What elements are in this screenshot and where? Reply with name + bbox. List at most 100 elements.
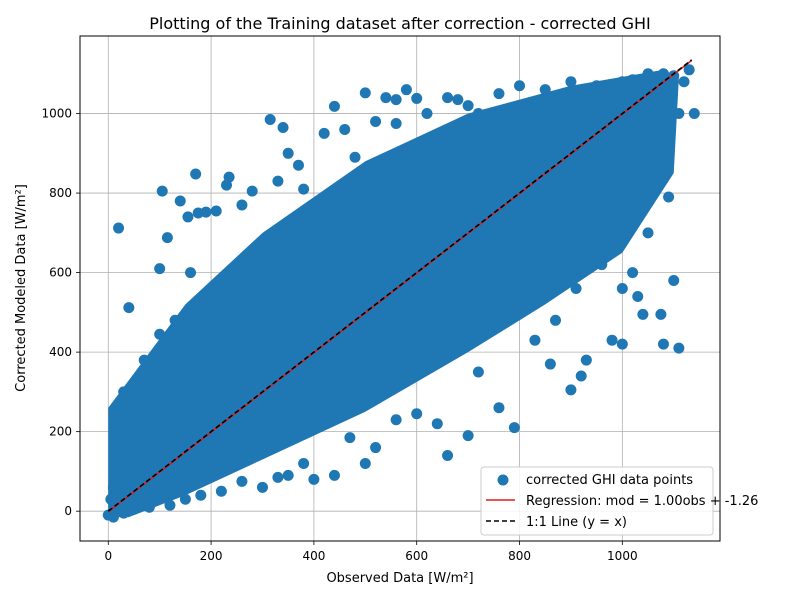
data-point bbox=[688, 108, 700, 120]
identity-line bbox=[107, 59, 693, 512]
data-point bbox=[272, 175, 284, 187]
data-point bbox=[298, 183, 310, 195]
data-point bbox=[539, 127, 551, 139]
data-point bbox=[236, 199, 248, 211]
y-tick-label: 200 bbox=[49, 425, 72, 439]
data-point bbox=[359, 457, 371, 469]
data-point bbox=[442, 450, 454, 462]
data-point bbox=[627, 267, 639, 279]
legend-marker-points bbox=[497, 474, 509, 486]
data-point bbox=[493, 402, 505, 414]
data-point bbox=[488, 267, 500, 279]
data-point bbox=[503, 275, 515, 287]
data-point bbox=[580, 354, 592, 366]
data-point bbox=[231, 346, 243, 358]
data-point bbox=[264, 114, 276, 126]
data-point bbox=[370, 203, 382, 215]
x-axis-ticks: 0 200 400 600 800 1000 bbox=[104, 541, 638, 563]
data-point bbox=[318, 127, 330, 139]
data-point bbox=[344, 432, 356, 444]
data-point bbox=[107, 511, 119, 523]
data-point bbox=[156, 185, 168, 197]
data-point bbox=[133, 450, 145, 462]
data-point bbox=[657, 68, 669, 80]
data-point bbox=[190, 168, 202, 180]
data-point bbox=[462, 100, 474, 112]
data-point bbox=[154, 263, 166, 275]
data-point bbox=[555, 247, 567, 259]
y-tick-label: 400 bbox=[49, 345, 72, 359]
data-point bbox=[328, 100, 340, 112]
data-point bbox=[472, 139, 484, 151]
x-tick-label: 800 bbox=[508, 549, 531, 563]
x-tick-label: 200 bbox=[200, 549, 223, 563]
data-point bbox=[128, 434, 140, 446]
data-point bbox=[277, 121, 289, 133]
data-point bbox=[472, 366, 484, 378]
data-point bbox=[318, 227, 330, 239]
legend: corrected GHI data points Regression: mo… bbox=[480, 466, 758, 536]
data-point bbox=[411, 92, 423, 104]
data-point bbox=[544, 358, 556, 370]
data-point bbox=[349, 374, 361, 386]
data-point bbox=[632, 290, 644, 302]
data-point bbox=[118, 507, 130, 519]
data-point bbox=[370, 442, 382, 454]
data-point bbox=[334, 267, 346, 279]
data-point bbox=[591, 187, 603, 199]
data-point bbox=[256, 481, 268, 493]
data-point bbox=[539, 84, 551, 96]
data-point bbox=[236, 475, 248, 487]
data-point bbox=[642, 112, 654, 124]
data-point bbox=[596, 259, 608, 271]
data-point bbox=[308, 473, 320, 485]
x-tick-label: 1000 bbox=[607, 549, 638, 563]
data-point bbox=[138, 354, 150, 366]
data-point bbox=[370, 115, 382, 127]
data-point bbox=[673, 342, 685, 354]
data-point bbox=[683, 64, 695, 76]
y-tick-label: 800 bbox=[49, 186, 72, 200]
data-point bbox=[565, 384, 577, 396]
y-tick-label: 0 bbox=[64, 504, 72, 518]
data-point bbox=[185, 267, 197, 279]
data-point bbox=[657, 338, 669, 350]
legend-label-points: corrected GHI data points bbox=[526, 473, 693, 488]
x-tick-label: 600 bbox=[405, 549, 428, 563]
data-point bbox=[514, 80, 526, 92]
data-point bbox=[637, 308, 649, 320]
data-point bbox=[195, 489, 207, 501]
data-point bbox=[272, 471, 284, 483]
data-point bbox=[421, 108, 433, 120]
data-point bbox=[123, 302, 135, 314]
data-point bbox=[673, 108, 685, 120]
data-point bbox=[524, 123, 536, 135]
data-point bbox=[400, 338, 412, 350]
data-point bbox=[195, 306, 207, 318]
data-point bbox=[154, 328, 166, 340]
data-point bbox=[606, 334, 618, 346]
data-point bbox=[182, 211, 194, 223]
data-point bbox=[210, 205, 222, 217]
data-point bbox=[215, 485, 227, 497]
data-point bbox=[390, 117, 402, 129]
data-point bbox=[508, 422, 520, 434]
data-point bbox=[364, 167, 376, 179]
data-point bbox=[452, 94, 464, 106]
data-point bbox=[529, 334, 541, 346]
trend-lines bbox=[107, 59, 693, 513]
data-point bbox=[565, 76, 577, 88]
data-point bbox=[431, 418, 443, 430]
data-point bbox=[223, 171, 235, 183]
data-point bbox=[390, 94, 402, 106]
data-point bbox=[657, 147, 669, 159]
data-point bbox=[385, 346, 397, 358]
data-point bbox=[493, 88, 505, 100]
x-tick-label: 0 bbox=[104, 549, 112, 563]
data-point bbox=[298, 410, 310, 422]
data-point bbox=[226, 286, 238, 298]
data-point bbox=[627, 74, 639, 86]
data-point bbox=[179, 493, 191, 505]
data-point bbox=[359, 87, 371, 99]
data-point bbox=[246, 185, 258, 197]
